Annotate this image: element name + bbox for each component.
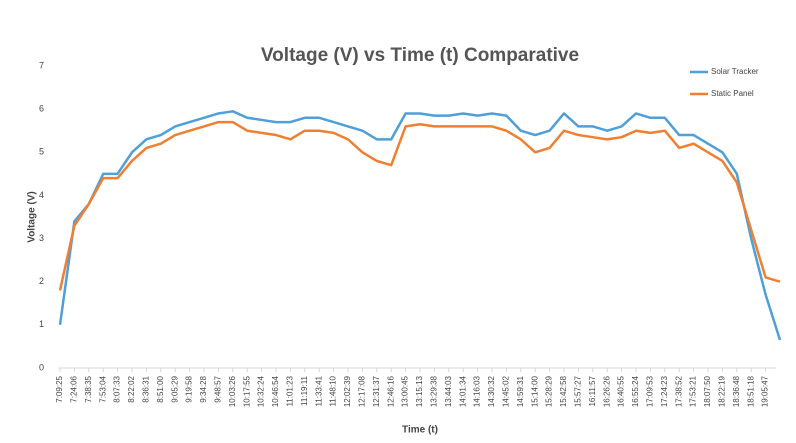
x-tick-label: 14:16:03: [473, 375, 482, 407]
x-tick-label: 18:22:19: [718, 375, 727, 407]
x-tick-label: 12:02:39: [343, 375, 352, 407]
x-axis-label: Time (t): [402, 425, 438, 436]
x-tick-label: 7:24:06: [70, 375, 79, 402]
y-tick-label: 6: [39, 104, 44, 114]
x-tick-label: 12:31:37: [372, 375, 381, 407]
x-tick-label: 8:51:00: [156, 375, 165, 402]
x-tick-label: 14:01:34: [458, 375, 467, 407]
y-axis-label: Voltage (V): [27, 191, 38, 242]
x-tick-label: 18:07:50: [703, 375, 712, 407]
x-tick-label: 11:01:23: [286, 375, 295, 406]
x-tick-label: 8:22:02: [127, 375, 136, 402]
x-tick-label: 8:07:33: [113, 375, 122, 402]
x-tick-label: 17:38:52: [674, 375, 683, 407]
chart-title: Voltage (V) vs Time (t) Comparative: [261, 45, 579, 66]
x-tick-label: 14:59:31: [516, 375, 525, 407]
x-tick-label: 18:51:18: [746, 375, 755, 407]
y-tick-label: 0: [39, 362, 44, 372]
x-tick-label: 13:00:45: [401, 375, 410, 407]
x-tick-label: 17:53:21: [689, 375, 698, 407]
x-tick-label: 18:36:48: [732, 375, 741, 407]
x-tick-label: 12:46:16: [386, 375, 395, 407]
x-tick-label: 16:26:26: [602, 375, 611, 407]
x-tick-label: 15:57:27: [574, 375, 583, 407]
x-tick-label: 15:28:29: [545, 375, 554, 407]
x-tick-label: 10:03:26: [228, 375, 237, 407]
x-tick-label: 7:38:35: [84, 375, 93, 402]
y-tick-label: 5: [39, 147, 44, 157]
y-tick-label: 2: [39, 276, 44, 286]
series-line: [58, 120, 781, 291]
x-tick-label: 16:11:57: [588, 375, 597, 406]
x-tick-label: 10:17:55: [242, 375, 251, 407]
x-tick-label: 11:48:10: [329, 375, 338, 406]
x-tick-label: 13:15:13: [415, 375, 424, 407]
x-tick-label: 16:40:55: [617, 375, 626, 407]
x-tick-label: 9:48:57: [214, 375, 223, 402]
x-tick-label: 17:24:23: [660, 375, 669, 407]
x-tick-label: 9:19:58: [185, 375, 194, 402]
y-tick-label: 3: [39, 233, 44, 243]
x-tick-label: 12:17:08: [358, 375, 367, 407]
x-tick-label: 19:05:47: [761, 375, 770, 407]
x-tick-label: 13:29:38: [430, 375, 439, 407]
series-line: [58, 110, 782, 341]
y-tick-label: 4: [39, 190, 44, 200]
x-tick-label: 11:33:41: [314, 375, 323, 406]
x-tick-label: 10:46:54: [271, 375, 280, 407]
x-tick-label: 10:32:24: [257, 375, 266, 407]
x-tick-label: 9:34:28: [199, 375, 208, 402]
legend-label: Solar Tracker: [711, 67, 759, 76]
x-tick-label: 11:19:11: [300, 375, 309, 406]
x-tick-label: 17:09:53: [646, 375, 655, 407]
x-tick-label: 8:36:31: [142, 375, 151, 402]
legend-label: Static Panel: [711, 89, 754, 98]
x-tick-label: 14:30:32: [487, 375, 496, 407]
x-tick-label: 7:09:25: [55, 375, 64, 402]
x-tick-label: 13:44:03: [444, 375, 453, 407]
y-tick-label: 1: [39, 319, 44, 329]
x-tick-label: 7:53:04: [98, 375, 107, 402]
x-tick-label: 16:55:24: [631, 375, 640, 407]
x-tick-label: 15:14:00: [530, 375, 539, 407]
x-tick-label: 15:42:58: [559, 375, 568, 407]
x-tick-label: 14:45:02: [502, 375, 511, 407]
y-tick-label: 7: [39, 60, 44, 70]
x-tick-label: 9:05:29: [170, 375, 179, 402]
